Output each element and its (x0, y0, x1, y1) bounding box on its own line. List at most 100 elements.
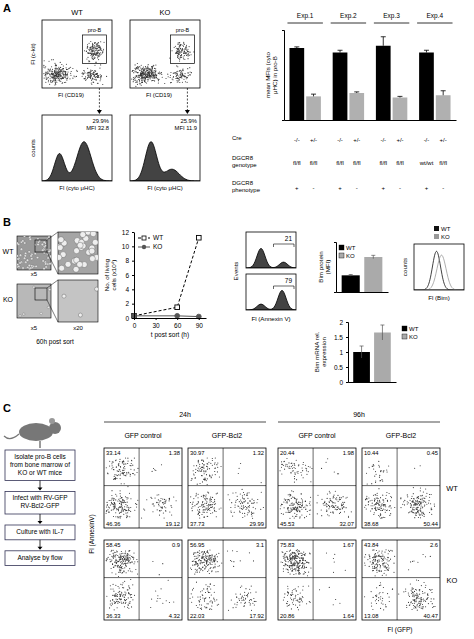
event-dot (129, 510, 130, 511)
event-dot (172, 50, 173, 51)
event-dot (149, 69, 150, 70)
event-dot (156, 75, 157, 76)
event-dot (123, 464, 124, 465)
table-cell: -/- (380, 137, 386, 143)
tick-label: 6 (125, 272, 129, 279)
event-dot (141, 80, 142, 81)
event-dot (54, 78, 55, 79)
event-dot (130, 498, 131, 499)
event-dot (140, 72, 141, 73)
event-dot (203, 509, 204, 510)
tick-label: 4 (125, 286, 129, 293)
event-dot (83, 74, 84, 75)
event-dot (55, 78, 56, 79)
histogram-shape (246, 248, 296, 268)
event-dot (125, 457, 126, 458)
event-dot (241, 508, 242, 509)
event-dot (155, 73, 156, 74)
cell (42, 260, 44, 262)
event-dot (58, 75, 59, 76)
event-dot (92, 73, 93, 74)
event-dot (47, 71, 48, 72)
row-label: DGCR8genotype (232, 155, 257, 168)
event-dot (144, 70, 145, 71)
event-dot (158, 504, 159, 505)
bar (289, 48, 304, 120)
event-dot (85, 76, 86, 77)
event-dot (215, 511, 216, 512)
event-dot (96, 52, 97, 53)
event-dot (152, 72, 153, 73)
plot-frame (414, 244, 464, 290)
cell (47, 306, 49, 308)
event-dot (142, 79, 143, 80)
micrograph (17, 284, 51, 318)
event-dot (127, 502, 128, 503)
event-dot (199, 512, 200, 513)
event-dot (55, 65, 56, 66)
event-dot (176, 53, 177, 54)
event-dot (253, 507, 254, 508)
event-dot (178, 51, 179, 52)
axis-title: counts (401, 258, 408, 276)
event-dot (124, 468, 125, 469)
event-dot (46, 78, 47, 79)
event-dot (82, 72, 83, 73)
event-dot (177, 51, 178, 52)
event-dot (124, 483, 125, 484)
event-dot (206, 466, 207, 467)
event-dot (107, 473, 108, 474)
legend-swatch (339, 245, 344, 250)
event-dot (109, 461, 110, 462)
event-dot (126, 498, 127, 499)
event-dot (204, 479, 205, 480)
event-dot (154, 76, 155, 77)
event-dot (145, 76, 146, 77)
event-dot (197, 514, 198, 515)
event-dot (198, 502, 199, 503)
event-dot (93, 50, 94, 51)
event-dot (139, 79, 140, 80)
event-dot (114, 478, 115, 479)
event-dot (102, 52, 103, 53)
event-dot (98, 55, 99, 56)
event-dot (99, 55, 100, 56)
event-dot (183, 53, 184, 54)
event-dot (118, 474, 119, 475)
event-dot (87, 44, 88, 45)
event-dot (181, 49, 182, 50)
event-dot (184, 73, 185, 74)
event-dot (47, 77, 48, 78)
event-dot (136, 68, 137, 69)
event-dot (59, 74, 60, 75)
event-dot (43, 66, 44, 67)
event-dot (128, 507, 129, 508)
event-dot (141, 73, 142, 74)
event-dot (64, 75, 65, 76)
event-dot (204, 477, 205, 478)
event-dot (98, 76, 99, 77)
event-dot (151, 74, 152, 75)
event-dot (121, 511, 122, 512)
caption: 60h post sort (36, 338, 74, 346)
event-dot (142, 76, 143, 77)
event-dot (139, 76, 140, 77)
event-dot (179, 79, 180, 80)
event-dot (138, 68, 139, 69)
event-dot (149, 76, 150, 77)
event-dot (100, 78, 101, 79)
event-dot (190, 496, 191, 497)
event-dot (96, 79, 97, 80)
event-dot (146, 73, 147, 74)
event-dot (97, 73, 98, 74)
event-dot (90, 77, 91, 78)
event-dot (155, 497, 156, 498)
event-dot (195, 472, 196, 473)
event-dot (61, 64, 62, 65)
event-dot (60, 72, 61, 73)
tick-label: 10 (122, 243, 130, 250)
event-dot (54, 75, 55, 76)
event-dot (114, 508, 115, 509)
event-dot (49, 74, 50, 75)
event-dot (214, 464, 215, 465)
